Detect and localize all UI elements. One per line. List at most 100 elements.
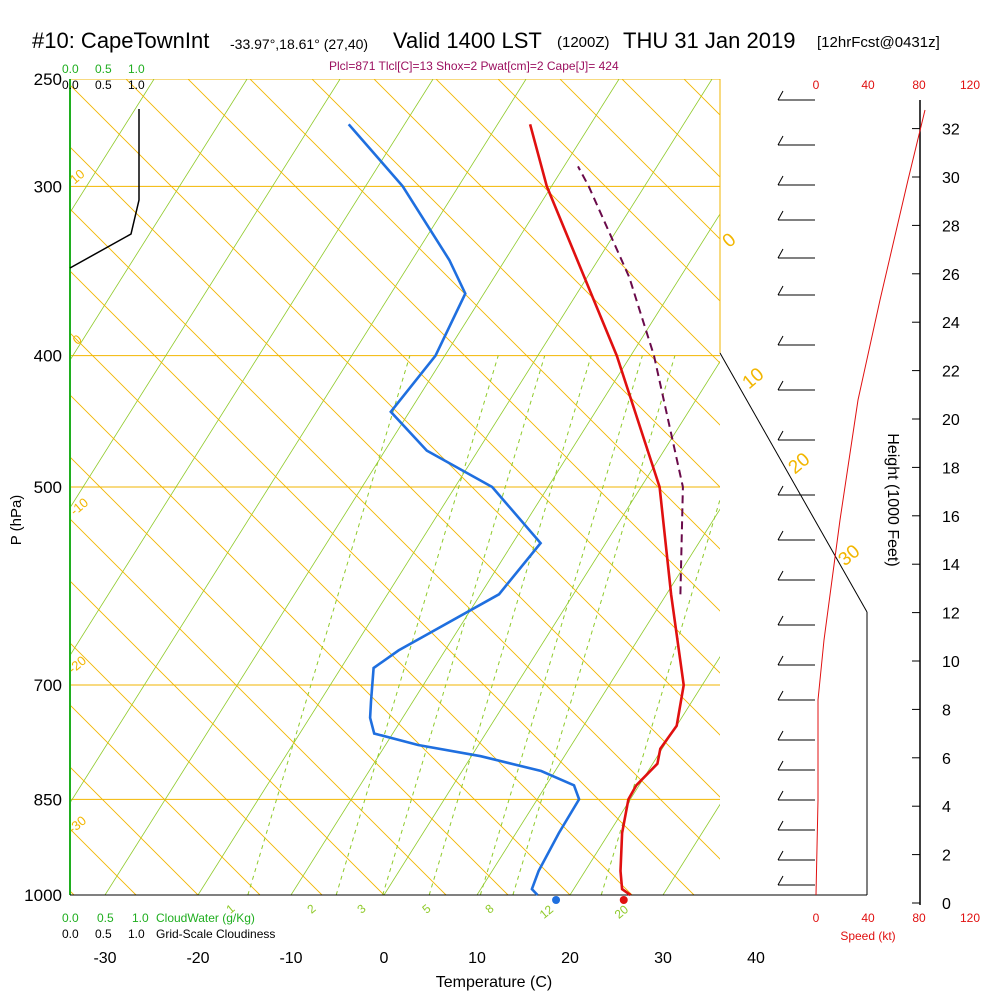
- dry-adiabat-line: [187, 79, 720, 612]
- dry-adiabat-line: [559, 79, 720, 240]
- isotherm-line: [70, 79, 341, 509]
- cloudiness-profile: [69, 109, 140, 269]
- frame-diagonal: [719, 352, 868, 613]
- dry-adiabat-line: [0, 0, 12, 895]
- dry-adiabat-line: [311, 79, 720, 488]
- isotherm-line: [383, 360, 720, 895]
- height-tick-label: 2: [942, 848, 951, 865]
- height-tick-label: 8: [942, 702, 951, 719]
- dry-adiabat-line: [848, 0, 1000, 895]
- cloud-scale-tick-top: 1.0: [128, 78, 145, 92]
- cloudwater-tick: 1.0: [132, 911, 149, 925]
- x-axis-label: Temperature (C): [436, 974, 552, 991]
- station-title: #10: CapeTownInt: [32, 28, 210, 53]
- temperature-tick-label: -30: [93, 950, 116, 967]
- cloudwater-tick: 0.5: [97, 911, 114, 925]
- wind-barb-flag: [777, 210, 784, 221]
- height-tick-label: 28: [942, 218, 960, 235]
- dry-adiabat-label: 0: [719, 229, 741, 252]
- wind-barb-flag: [777, 730, 784, 741]
- cloudiness-tick: 0.5: [95, 927, 112, 941]
- wind-barb-flag: [777, 615, 784, 626]
- height-tick-label: 4: [942, 799, 951, 816]
- dry-adiabat-label: 30: [835, 541, 865, 571]
- dry-adiabat-line: [70, 828, 137, 895]
- dry-adiabat-line: [70, 146, 720, 798]
- dry-adiabat-line: [972, 0, 1000, 895]
- isotherm-line: [290, 213, 720, 895]
- mixing-ratio-line: [512, 355, 676, 895]
- surface-dewpoint-dot: [552, 896, 561, 904]
- zulu-time: (1200Z): [557, 34, 610, 51]
- station-coords: -33.97°,18.61° (27,40): [230, 36, 369, 52]
- height-tick-label: 26: [942, 267, 960, 284]
- pressure-tick-label: 850: [34, 790, 62, 809]
- cloud-scale-tick-top: 1.0: [128, 62, 145, 76]
- wind-speed-profile: [815, 109, 926, 896]
- dry-adiabat-line: [497, 79, 720, 302]
- wind-barb-flag: [777, 760, 784, 771]
- mixing-ratio-label: 3: [354, 901, 368, 916]
- valid-date: THU 31 Jan 2019: [623, 28, 796, 53]
- wind-barb-flag: [777, 335, 784, 346]
- dry-adiabat-line: [70, 704, 261, 895]
- isotherm-line: [70, 79, 248, 361]
- isotherm-line: [104, 79, 620, 895]
- pressure-tick-label: 500: [34, 478, 62, 497]
- pressure-tick-label: 250: [34, 70, 62, 89]
- sounding-parameters: Plcl=871 Tlcl[C]=13 Shox=2 Pwat[cm]=2 Ca…: [329, 59, 619, 73]
- speed-tick-top-120: 120: [960, 78, 980, 92]
- isotherm-line: [569, 656, 720, 895]
- wind-barb-flag: [777, 530, 784, 541]
- isotherm-line: [197, 79, 713, 895]
- speed-axis-label: Speed (kt): [840, 929, 895, 943]
- temperature-tick-label: -10: [279, 950, 302, 967]
- dry-adiabat-line: [70, 270, 695, 895]
- cloud-scale-tick-top: 0.5: [95, 62, 112, 76]
- temperature-line: [528, 123, 686, 897]
- height-tick-label: 12: [942, 606, 960, 623]
- mixing-ratio-label: 8: [482, 901, 496, 916]
- wind-barb-flag: [777, 690, 784, 701]
- isotherm-line: [476, 508, 720, 895]
- isotherm-line: [70, 79, 434, 657]
- isotherm-line: [70, 79, 527, 804]
- height-tick-label: 0: [942, 896, 951, 913]
- dry-adiabat-line: [373, 79, 720, 426]
- dry-adiabat-label: -20: [65, 653, 89, 677]
- dry-adiabat-line: [125, 79, 720, 674]
- wind-barb-flag: [777, 430, 784, 441]
- cloud-scale-tick-top: 0.0: [62, 62, 79, 76]
- dry-adiabat-line: [70, 84, 720, 736]
- height-tick-label: 14: [942, 557, 960, 574]
- dry-adiabat-line: [70, 766, 199, 895]
- speed-tick-bottom: 80: [912, 911, 926, 925]
- dry-adiabat-line: [70, 642, 323, 895]
- wind-barb-flag: [777, 285, 784, 296]
- mixing-ratio-label: 5: [419, 901, 433, 916]
- dry-adiabat-line: [70, 394, 571, 895]
- mixing-ratio-label: 20: [612, 902, 631, 922]
- mixing-ratio-line: [382, 355, 546, 895]
- speed-tick-top: 40: [861, 78, 875, 92]
- wind-barb-flag: [777, 570, 784, 581]
- height-tick-label: 24: [942, 315, 960, 332]
- dewpoint-line: [347, 123, 581, 896]
- mixing-ratio-line: [428, 355, 592, 895]
- dry-adiabat-line: [249, 79, 720, 550]
- temperature-tick-label: 0: [380, 950, 389, 967]
- mixing-ratio-line: [335, 355, 499, 895]
- height-tick-label: 16: [942, 509, 960, 526]
- dry-adiabat-line: [683, 79, 720, 116]
- cloudiness-label: Grid-Scale Cloudiness: [156, 927, 275, 941]
- dry-adiabat-label: 10: [739, 364, 769, 394]
- cloudiness-tick: 1.0: [128, 927, 145, 941]
- dry-adiabat-line: [70, 580, 385, 895]
- temperature-tick-label: -20: [186, 950, 209, 967]
- wind-barb-flag: [777, 248, 784, 259]
- height-tick-label: 22: [942, 364, 960, 381]
- speed-tick-bottom: 40: [861, 911, 875, 925]
- height-tick-label: 10: [942, 654, 960, 671]
- dry-adiabat-label: -30: [65, 813, 89, 837]
- wind-barb-flag: [777, 380, 784, 391]
